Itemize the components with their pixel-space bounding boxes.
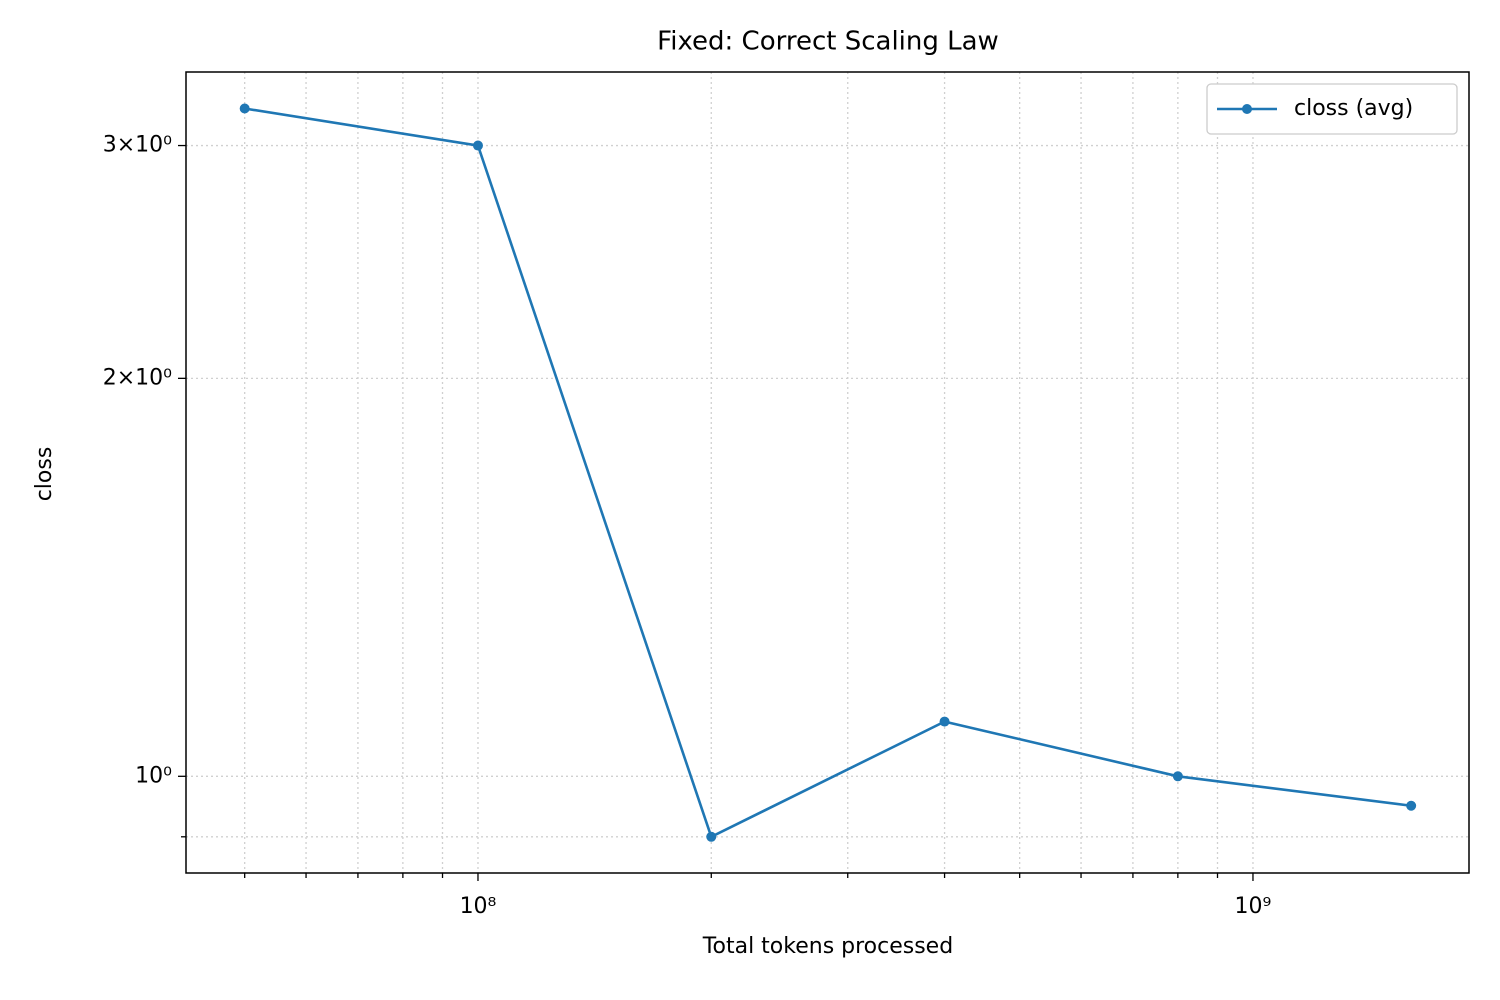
y-tick-label: 10⁰ <box>135 763 172 788</box>
line <box>244 107 1412 839</box>
legend-label: closs (avg) <box>1294 96 1413 121</box>
marker <box>472 140 483 151</box>
x-axis-label: Total tokens processed <box>702 934 953 959</box>
x-tick-label: 10⁹ <box>1235 894 1272 919</box>
marker <box>239 103 250 114</box>
legend-marker <box>1242 104 1252 114</box>
chart-title: Fixed: Correct Scaling Law <box>657 27 999 57</box>
plot-frame <box>185 71 1470 874</box>
marker <box>1172 771 1183 782</box>
legend-box <box>1206 83 1458 135</box>
x-tick-label: 10⁸ <box>460 894 497 919</box>
y-tick-label: 2×10⁰ <box>103 365 172 390</box>
y-tick-label: 3×10⁰ <box>103 133 172 158</box>
marker <box>939 716 950 727</box>
marker <box>706 831 717 842</box>
y-axis-label: closs <box>32 447 57 502</box>
marker <box>1406 800 1417 811</box>
